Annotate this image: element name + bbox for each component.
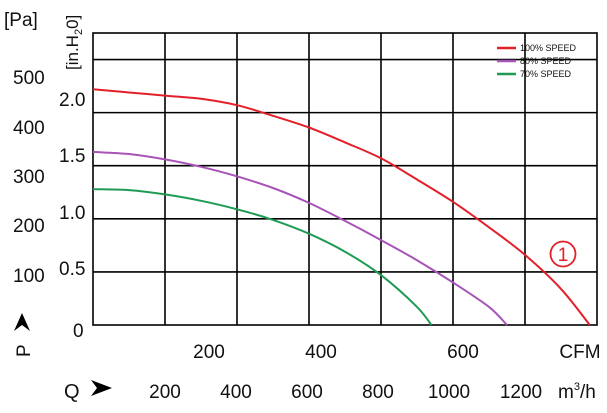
plot-frame (92, 32, 598, 326)
curve-number-label: 1 (558, 245, 569, 266)
inh2o-tick-1.5: 1.5 (59, 146, 85, 167)
legend: 100% SPEED 80% SPEED 70% SPEED (497, 43, 577, 79)
curve-number-marker: 1 (549, 240, 577, 268)
flow-arrow-icon (91, 380, 112, 396)
cfm-tick-600: 600 (447, 342, 479, 363)
inh2o-unit-label: [in.H20] (63, 15, 85, 70)
pa-tick-300: 300 (13, 167, 45, 188)
m3h-tick-200: 200 (149, 382, 181, 403)
m3h-tick-1200: 1200 (500, 382, 542, 403)
m3h-tick-1000: 1000 (428, 382, 470, 403)
legend-label-70: 70% SPEED (520, 69, 572, 79)
pressure-axis-letter: P (14, 344, 35, 357)
pa-tick-200: 200 (13, 216, 45, 237)
m3h-tick-400: 400 (220, 382, 252, 403)
m3h-tick-800: 800 (362, 382, 394, 403)
pressure-arrow-icon (14, 313, 30, 331)
curves (92, 88, 591, 326)
pa-tick-100: 100 (13, 266, 45, 287)
pa-tick-400: 400 (13, 118, 45, 139)
series-line-100-speed (92, 88, 591, 326)
inh2o-tick-2.0: 2.0 (59, 90, 85, 111)
curve-number-circle (549, 240, 577, 268)
cfm-tick-400: 400 (305, 342, 337, 363)
m3h-unit-label: m3/h (558, 381, 596, 403)
legend-label-80: 80% SPEED (520, 56, 572, 66)
inh2o-tick-0: 0 (73, 321, 84, 342)
m3h-tick-600: 600 (291, 382, 323, 403)
legend-label-100: 100% SPEED (520, 43, 577, 53)
pa-unit-label: [Pa] (4, 10, 38, 31)
cfm-unit-label: CFM (559, 342, 600, 363)
flow-axis-letter: Q (64, 381, 80, 403)
inh2o-tick-0.5: 0.5 (59, 259, 85, 280)
cfm-tick-200: 200 (193, 342, 225, 363)
inh2o-tick-1.0: 1.0 (59, 203, 85, 224)
pa-tick-500: 500 (13, 68, 45, 89)
series-line-70-speed (92, 188, 433, 326)
series-line-80-speed (92, 150, 508, 326)
